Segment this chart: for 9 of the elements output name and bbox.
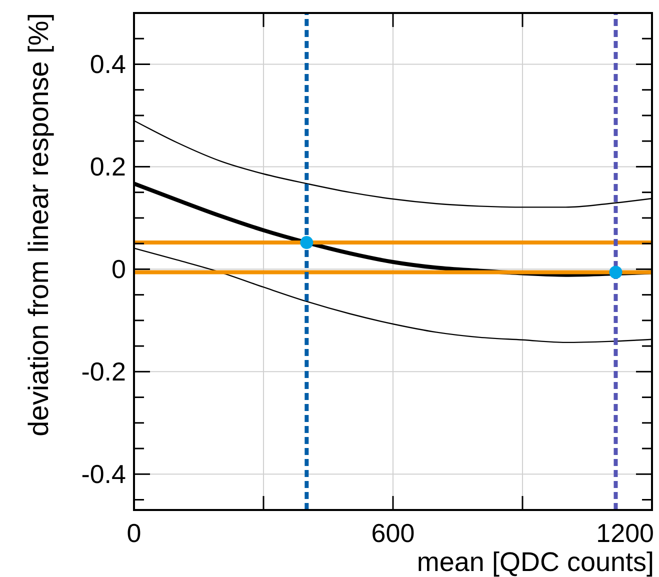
x-axis-title: mean [QDC counts] xyxy=(416,547,654,577)
y-tick-label: -0.4 xyxy=(81,459,126,490)
y-tick-label: 0.4 xyxy=(90,49,126,80)
y-tick-label: 0.2 xyxy=(90,152,126,182)
x-tick-label: 1200 xyxy=(596,518,654,548)
y-axis-title: deviation from linear response [%] xyxy=(23,13,54,436)
y-tick-label: 0 xyxy=(112,254,126,284)
x-tick-label: 600 xyxy=(371,518,415,548)
y-tick-label: -0.2 xyxy=(81,356,126,387)
